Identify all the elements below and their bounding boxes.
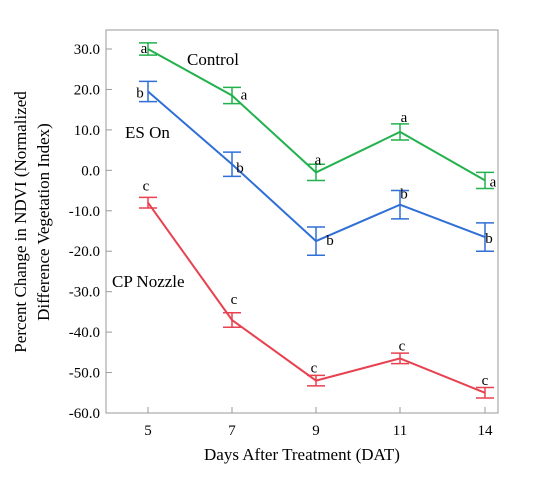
series-label-es-on: ES On bbox=[125, 123, 170, 142]
error-bar bbox=[391, 123, 409, 141]
error-bar bbox=[139, 80, 157, 103]
y-axis-title: Percent Change in NDVI (Normalized Diffe… bbox=[11, 91, 53, 353]
error-bar bbox=[223, 311, 241, 329]
letters-layer: a a a a a b b b b b c c c c c bbox=[136, 41, 496, 389]
y-tick-label: -60.0 bbox=[69, 406, 100, 422]
error-bar bbox=[476, 222, 494, 252]
significance-letter: b bbox=[136, 85, 144, 101]
significance-letter: a bbox=[315, 152, 322, 168]
significance-letter: c bbox=[482, 373, 489, 389]
significance-letter: b bbox=[485, 231, 493, 247]
series-cp-nozzle bbox=[139, 196, 494, 399]
y-tick-label: -30.0 bbox=[69, 285, 100, 301]
error-bar bbox=[223, 86, 241, 105]
x-tick-label: 9 bbox=[312, 423, 320, 439]
plot-area-frame bbox=[105, 29, 499, 414]
y-axis-title-line-2: Difference Vegetation Index) bbox=[34, 123, 53, 321]
significance-letter: c bbox=[311, 361, 318, 377]
error-bar bbox=[391, 189, 409, 220]
series-es-on bbox=[139, 80, 494, 257]
error-bar bbox=[307, 163, 325, 182]
significance-letter: c bbox=[231, 292, 238, 308]
x-axis-title: Days After Treatment (DAT) bbox=[204, 445, 400, 464]
error-bar bbox=[139, 196, 157, 209]
x-tick-label: 5 bbox=[144, 423, 152, 439]
error-bar bbox=[476, 171, 494, 190]
x-tick-label: 11 bbox=[393, 423, 407, 439]
series-label-cp-nozzle: CP Nozzle bbox=[112, 272, 185, 291]
error-bar bbox=[476, 386, 494, 399]
error-bar bbox=[139, 42, 157, 56]
significance-letter: c bbox=[143, 179, 150, 195]
error-bar bbox=[307, 226, 325, 257]
y-tick-label: -40.0 bbox=[69, 325, 100, 341]
series-layer bbox=[139, 42, 494, 399]
y-tick-label: 30.0 bbox=[74, 42, 100, 58]
y-tick-label: -50.0 bbox=[69, 366, 100, 382]
x-axis: 5 7 9 11 14 bbox=[144, 407, 493, 439]
y-tick-label: 0.0 bbox=[81, 163, 100, 179]
y-tick-label: 20.0 bbox=[74, 82, 100, 98]
significance-letter: c bbox=[399, 338, 406, 354]
error-bar bbox=[223, 151, 241, 178]
significance-letter: a bbox=[141, 41, 148, 57]
x-tick-label: 14 bbox=[478, 423, 494, 439]
x-tick-label: 7 bbox=[228, 423, 236, 439]
significance-letter: b bbox=[236, 160, 244, 176]
error-bar bbox=[307, 374, 325, 387]
series-control bbox=[139, 42, 494, 190]
y-axis-title-line-1: Percent Change in NDVI (Normalized bbox=[11, 91, 30, 353]
y-axis: 30.0 20.0 10.0 0.0 -10.0 -20.0 -30.0 -40.0 -50.0… bbox=[69, 42, 112, 422]
y-tick-label: -20.0 bbox=[69, 244, 100, 260]
significance-letter: a bbox=[241, 88, 248, 104]
significance-letter: a bbox=[490, 174, 497, 190]
error-bar bbox=[391, 352, 409, 365]
y-tick-label: -10.0 bbox=[69, 204, 100, 220]
y-tick-label: 10.0 bbox=[74, 123, 100, 139]
series-label-control: Control bbox=[187, 50, 239, 69]
significance-letter: b bbox=[326, 233, 334, 249]
significance-letter: a bbox=[401, 110, 408, 126]
significance-letter: b bbox=[400, 187, 408, 203]
